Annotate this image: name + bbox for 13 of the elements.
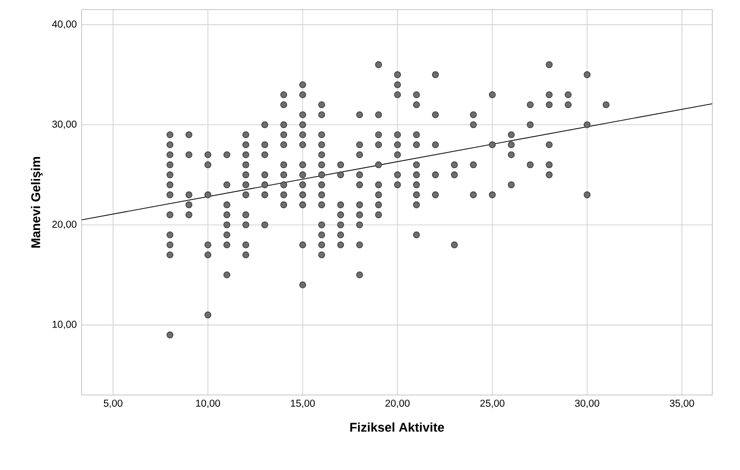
y-tick-label: 30,00 [52,120,76,129]
x-tick-label: 35,00 [670,400,694,408]
y-tick-label: 40,00 [52,20,76,29]
y-tick-label: 20,00 [52,220,76,229]
x-tick-label: 20,00 [385,400,410,408]
y-tick-label: 10,00 [52,320,76,330]
x-tick-label: 15,00 [290,400,315,408]
x-tick-label: 25,00 [480,400,504,408]
y-axis-title: Manevi Gelişim [30,157,43,248]
x-tick-label: 10,00 [196,400,220,408]
x-tick-label: 30,00 [574,400,600,408]
x-axis-title: Fiziksel Aktivite [350,422,444,432]
x-tick-label: 5,00 [104,400,122,408]
